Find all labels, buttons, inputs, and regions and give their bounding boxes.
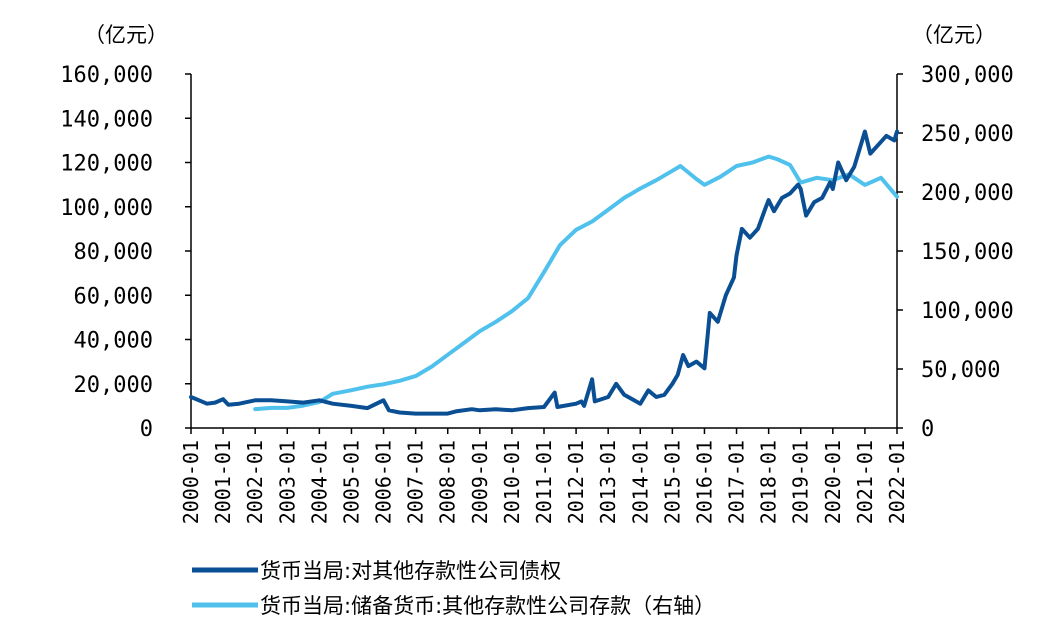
x-tick-label: 2016-01 xyxy=(692,440,716,524)
x-tick-label: 2001-01 xyxy=(211,440,235,524)
left-tick-label: 40,000 xyxy=(74,329,153,354)
x-tick-label: 2009-01 xyxy=(468,440,492,524)
right-tick-label: 100,000 xyxy=(921,299,1014,324)
left-tick-label: 60,000 xyxy=(74,284,153,309)
x-tick-label: 2015-01 xyxy=(660,440,684,524)
left-tick-label: 0 xyxy=(140,417,153,442)
legend-label-1: 货币当局:对其他存款性公司债权 xyxy=(260,559,561,583)
x-tick-label: 2021-01 xyxy=(853,440,877,524)
x-axis: 2000-01 2001-01 2002-01 2003-01 2004-01 2005-… xyxy=(179,427,909,524)
left-tick-label: 120,000 xyxy=(60,152,153,177)
x-tick-label: 2000-01 xyxy=(179,440,203,524)
x-tick-label: 2022-01 xyxy=(885,440,909,524)
x-tick-label: 2010-01 xyxy=(500,440,524,524)
right-axis-unit: （亿元） xyxy=(912,23,996,47)
right-tick-label: 0 xyxy=(921,417,934,442)
right-tick-label: 250,000 xyxy=(921,122,1014,147)
right-tick-label: 150,000 xyxy=(921,240,1014,265)
series-line-2 xyxy=(253,154,899,412)
left-tick-label: 160,000 xyxy=(60,63,153,88)
legend-label-2: 货币当局:储备货币:其他存款性公司存款（右轴） xyxy=(260,594,715,618)
left-tick-label: 80,000 xyxy=(74,240,153,265)
left-axis-unit: （亿元） xyxy=(84,23,168,47)
left-tick-label: 20,000 xyxy=(74,373,153,398)
x-tick-label: 2003-01 xyxy=(275,440,299,524)
left-tick-label: 140,000 xyxy=(60,107,153,132)
right-tick-label: 50,000 xyxy=(921,358,1000,383)
right-tick-label: 200,000 xyxy=(921,181,1014,206)
x-tick-label: 2017-01 xyxy=(725,440,749,524)
x-tick-label: 2012-01 xyxy=(564,440,588,524)
x-tick-label: 2005-01 xyxy=(339,440,363,524)
x-tick-label: 2014-01 xyxy=(628,440,652,524)
right-tick-label: 300,000 xyxy=(921,63,1014,88)
plot-area xyxy=(189,129,899,416)
right-axis: 0 50,000 100,000 150,000 200,000 250,000 300,0… xyxy=(896,63,1014,442)
x-tick-label: 2008-01 xyxy=(436,440,460,524)
x-tick-label: 2018-01 xyxy=(757,440,781,524)
x-tick-label: 2020-01 xyxy=(821,440,845,524)
x-tick-label: 2007-01 xyxy=(404,440,428,524)
x-tick-label: 2004-01 xyxy=(307,440,331,524)
x-tick-label: 2013-01 xyxy=(596,440,620,524)
x-tick-label: 2011-01 xyxy=(532,440,556,524)
left-tick-label: 100,000 xyxy=(60,196,153,221)
left-axis: 0 20,000 40,000 60,000 80,000 100,000 120,000 1… xyxy=(60,63,192,442)
x-tick-label: 2002-01 xyxy=(243,440,267,524)
x-tick-label: 2006-01 xyxy=(372,440,396,524)
series-line-1 xyxy=(189,129,899,416)
x-tick-label: 2019-01 xyxy=(789,440,813,524)
